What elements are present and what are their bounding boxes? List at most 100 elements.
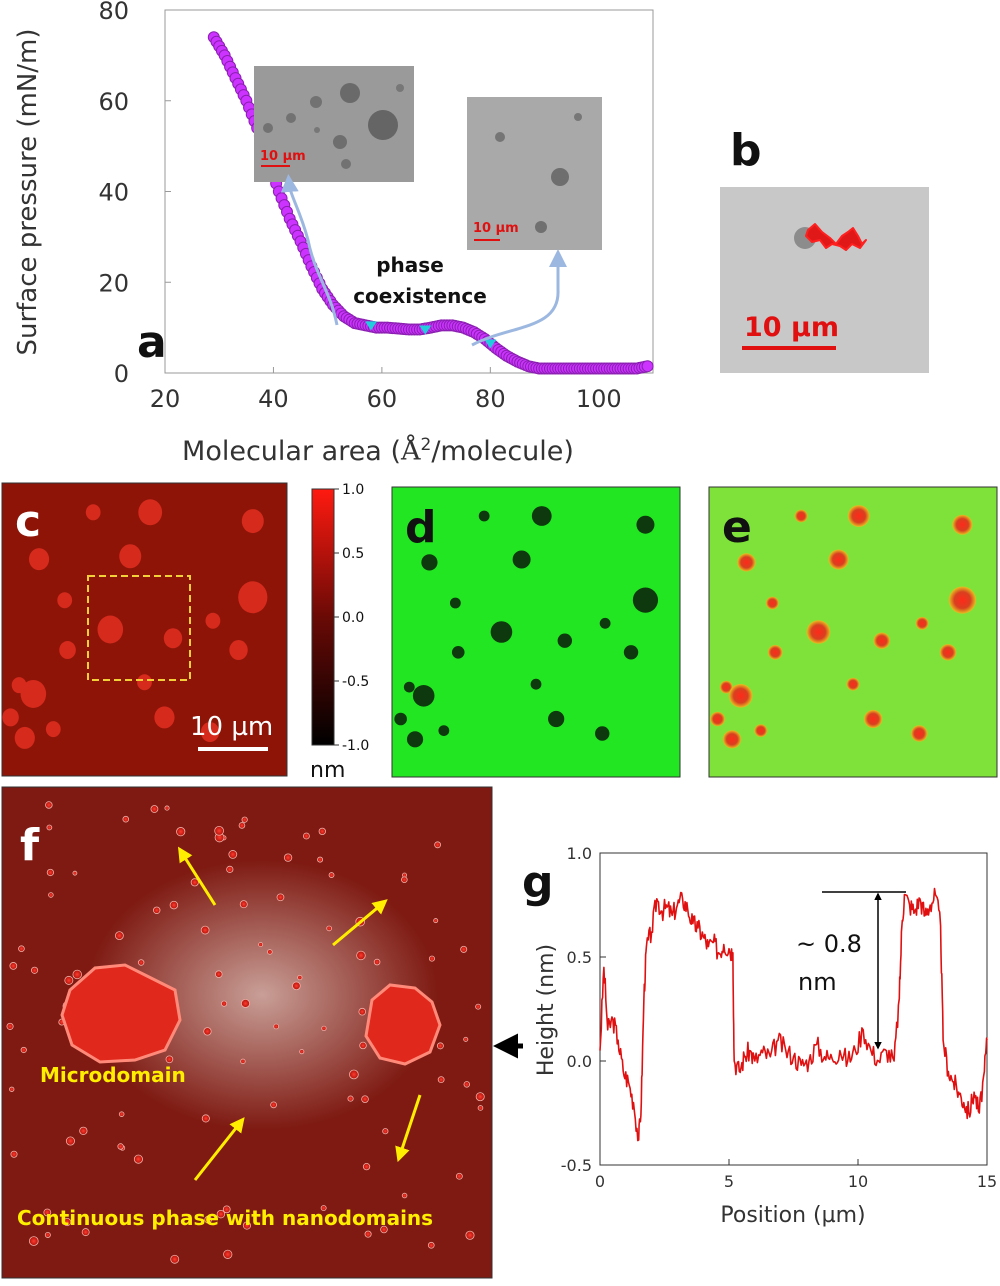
f-nanodomain	[380, 1225, 388, 1234]
f-nanodomain	[302, 832, 310, 840]
f-nanodomain	[241, 816, 248, 823]
a-ytick-label: 40	[98, 179, 129, 207]
panel-d-domains	[394, 506, 659, 748]
colorbar-tick-label: -1.0	[342, 738, 369, 754]
panel-f-label-microdomain: Microdomain	[40, 1063, 186, 1087]
g-xtick-label: 10	[848, 1172, 868, 1191]
d-domain	[531, 506, 552, 526]
panel-f-label-continuous: Continuous phase with nanodomains	[17, 1206, 433, 1230]
a-ytick-label: 20	[98, 269, 129, 297]
panel-a-arrow-right	[471, 249, 567, 347]
f-nanodomain	[317, 856, 324, 863]
d-domain	[421, 554, 438, 571]
e-domain	[846, 677, 860, 691]
f-nanodomain	[46, 824, 53, 831]
a-transition-marker	[419, 325, 432, 335]
panel-f-microdomain-right	[364, 983, 442, 1066]
f-nanodomain	[356, 950, 366, 961]
colorbar-tick-label: 1.0	[342, 482, 364, 498]
a-transition-marker	[484, 339, 497, 349]
d-domain	[490, 621, 513, 643]
panel-f-afm-image: f Microdomain Continuous phase with nano…	[1, 786, 523, 1279]
f-nanodomain	[43, 1208, 52, 1217]
f-nanodomain	[190, 878, 199, 887]
f-nanodomain	[215, 970, 223, 978]
d-domain	[636, 515, 655, 534]
e-domain	[952, 514, 973, 535]
panel-e-image: e	[708, 486, 998, 778]
f-nanodomain	[44, 1231, 51, 1238]
g-xtick-label: 15	[977, 1172, 997, 1191]
f-nanodomain	[164, 805, 170, 811]
panel-f-letter: f	[20, 820, 40, 871]
f-nanodomain	[270, 1101, 277, 1109]
f-nanodomain	[477, 1105, 484, 1111]
f-nanodomain	[455, 1172, 463, 1180]
f-nanodomain	[401, 1192, 408, 1199]
c-domain	[241, 509, 264, 534]
panel-f-arrow-1	[177, 846, 217, 906]
colorbar-tick-label: 0.5	[342, 546, 364, 562]
panel-f-arrow-4	[395, 1094, 422, 1163]
panel-a-isotherm: 20 40 60 80 100 0 20 40 60 80 Surface pressure (m…	[13, 0, 654, 467]
e-domain	[794, 509, 808, 523]
a-ytick-label: 0	[114, 360, 129, 388]
f-nanodomain	[79, 1126, 88, 1136]
d-domain	[548, 710, 565, 728]
f-nanodomain	[434, 841, 442, 849]
panel-a-annotation-line2: coexistence	[353, 284, 487, 308]
f-nanodomain	[65, 1136, 75, 1146]
panel-f-microdomain-left	[60, 963, 182, 1064]
d-domain	[623, 645, 639, 660]
panel-b-trajectory	[805, 223, 867, 251]
d-domain	[557, 633, 572, 648]
f-nanodomain	[18, 945, 25, 953]
panel-b-letter: b	[730, 125, 762, 176]
d-domain	[478, 510, 490, 522]
f-nanodomain	[349, 1069, 359, 1080]
f-nanodomain	[328, 872, 335, 878]
f-nanodomain	[169, 900, 179, 910]
f-nanodomain	[45, 801, 53, 809]
f-nanodomain	[465, 1230, 475, 1240]
f-nanodomain	[292, 981, 301, 991]
f-nanodomain	[223, 1249, 233, 1259]
f-nanodomain	[216, 1209, 226, 1219]
panel-d-image: d	[391, 486, 681, 778]
c-domain	[238, 581, 268, 614]
panel-g-plot-frame	[599, 852, 988, 1166]
panel-e-letter: e	[722, 502, 752, 553]
panel-c-domains	[2, 499, 268, 749]
f-nanodomain	[122, 815, 130, 823]
a-xtick-label: 20	[150, 385, 181, 413]
f-nanodomain	[170, 1254, 180, 1264]
d-domain	[595, 726, 610, 741]
e-domain	[864, 709, 883, 729]
panel-e-domains	[710, 505, 977, 749]
g-ytick-label: -0.5	[561, 1156, 592, 1175]
e-domain	[948, 586, 977, 614]
f-nanodomain	[72, 870, 78, 876]
f-nanodomain	[9, 962, 18, 970]
d-domain	[412, 685, 435, 707]
f-nanodomain	[427, 1241, 435, 1249]
c-domain	[57, 592, 73, 609]
c-domain	[28, 548, 50, 571]
c-domain	[85, 504, 101, 521]
f-nanodomain	[326, 925, 332, 932]
c-domain	[97, 615, 124, 644]
g-ytick-label: 1.0	[567, 844, 592, 863]
colorbar-tick-label: 0.0	[342, 610, 364, 626]
f-nanodomain	[436, 1042, 444, 1050]
d-domain	[632, 587, 659, 613]
c-domain	[45, 721, 61, 738]
f-nanodomain	[117, 1143, 124, 1150]
g-xtick-label: 0	[595, 1172, 605, 1191]
panel-g-xlabel: Position (µm)	[720, 1203, 865, 1228]
f-nanodomain	[358, 1007, 367, 1016]
panel-a-arrow-left	[280, 174, 339, 326]
c-domain	[138, 499, 163, 526]
panel-a-ticks: 20 40 60 80 100 0 20 40 60 80	[98, 0, 621, 413]
panel-f-arrow-2	[332, 899, 388, 947]
f-nanodomain	[299, 1049, 305, 1055]
